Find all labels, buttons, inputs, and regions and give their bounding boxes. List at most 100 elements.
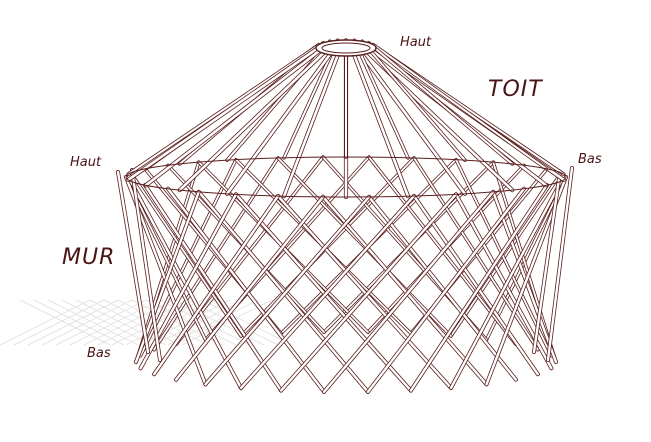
lattice-rod-front [152, 194, 281, 377]
lattice-rod-front [234, 192, 413, 393]
lattice-rod-front [174, 194, 326, 382]
lattice-rod-front-core [197, 190, 370, 394]
wall-edge-post [546, 166, 574, 362]
roof-pole [360, 39, 467, 162]
roof-pole [126, 47, 319, 182]
wall-edge-post-core [532, 170, 562, 354]
shadow-line [33, 299, 125, 346]
shadow-line [47, 299, 139, 346]
roof-label: TOIT [488, 77, 543, 102]
lattice-rod-front [279, 192, 458, 393]
roof-pole [352, 53, 411, 199]
lattice-rod-front [491, 189, 558, 364]
lattice-rod-back [484, 175, 568, 342]
roof-pole [177, 51, 326, 193]
lattice-rod-back-core [125, 176, 207, 341]
roof-pole-core [144, 50, 321, 187]
roof-bottom-label: Bas [578, 152, 602, 167]
wall-label: MUR [62, 245, 115, 270]
roof-pole [224, 52, 332, 196]
lattice-rod-back-core [450, 171, 563, 337]
roof-pole-core [367, 41, 514, 165]
roof-pole-core [360, 53, 467, 196]
wall-top-ring [125, 156, 567, 198]
lattice-rod-front-core [366, 187, 526, 394]
lattice-rod-front-core [239, 194, 416, 390]
lattice-rod-front-core [449, 179, 563, 390]
wall-edge-post-core [130, 168, 162, 362]
roof-pole [366, 40, 515, 166]
shadow-line [61, 299, 153, 346]
lattice-rod-front-core [279, 193, 458, 392]
lattice-rod-back [449, 171, 563, 338]
roof-pole [352, 38, 410, 160]
shadow-line [69, 299, 161, 346]
lattice-rod-front-core [492, 190, 558, 364]
shadow-line [201, 299, 293, 346]
shadow-line [19, 299, 111, 346]
roof-pole-core [372, 43, 548, 170]
shadow-line [13, 299, 105, 346]
lattice-rod-front [203, 194, 371, 387]
shadow-line [83, 299, 175, 346]
roof-poles [125, 38, 567, 200]
lattice-rod-front-core [321, 195, 488, 386]
lattice-rod-front [365, 186, 526, 394]
roof-pole [282, 38, 340, 160]
lattice-rod-front [276, 194, 453, 390]
lattice-rod-front-core [412, 194, 540, 376]
roof-pole-core [353, 54, 410, 198]
wall-edge-post [116, 170, 150, 354]
roof-crown-inner [321, 42, 371, 54]
roof-pole [360, 52, 468, 196]
lattice-rod-back [124, 175, 208, 342]
roof-pole-core [178, 51, 325, 192]
shadow-line [55, 299, 147, 346]
wall-bottom-label: Bas [87, 346, 111, 361]
roof-crown-ring [315, 39, 377, 57]
lattice-rod-front [321, 194, 489, 387]
lattice-rod-front-core [276, 194, 453, 390]
shadow-line [117, 299, 209, 346]
roof-pole-core [353, 39, 409, 159]
lattice-rod-front [196, 189, 370, 394]
lattice-rod-front [366, 194, 518, 382]
roof-pole [281, 53, 340, 199]
lattice-rod-back-core [485, 176, 567, 341]
roof-top-label: Haut [400, 35, 432, 50]
shadow-line [153, 299, 245, 346]
shadow-line [27, 299, 119, 346]
lattice-rod-front-core [204, 195, 371, 386]
lattice-rod-front-core [409, 183, 549, 392]
wall-edge-post-core [546, 166, 574, 362]
lattice-rod-front [239, 194, 416, 390]
lattice-rod-front [449, 179, 564, 390]
lattice-rod-back [454, 157, 554, 358]
wall-edge-post [130, 168, 162, 362]
lattice-rod-front [322, 189, 496, 394]
lattice-rod-back-core [455, 158, 553, 357]
roof-pole-core [127, 45, 318, 176]
roof-pole-core [126, 47, 318, 182]
shadow-line [89, 299, 181, 346]
lattice-rod-front [408, 183, 549, 393]
lattice-rod-front-core [367, 195, 518, 381]
roof-pole [143, 49, 321, 188]
roof-pole-core [225, 53, 332, 196]
lattice-rod-front [411, 194, 540, 377]
lattice-rod-front-core [322, 190, 495, 394]
lattice-rod-front-core [152, 194, 280, 376]
wall-edge-post-core [116, 170, 150, 354]
roof-pole-core [283, 39, 339, 159]
roof-pole [371, 42, 548, 171]
lattice-rod-front-core [234, 193, 413, 392]
roof-pole-core [282, 54, 339, 198]
shadow-line [0, 299, 91, 346]
wall-top-label: Haut [70, 155, 102, 170]
roof-pole [126, 45, 319, 176]
lattice-rod-back [129, 171, 243, 338]
roof-pole-core [361, 40, 466, 162]
wall-lattice [116, 155, 574, 394]
wall-edge-post [532, 170, 562, 354]
